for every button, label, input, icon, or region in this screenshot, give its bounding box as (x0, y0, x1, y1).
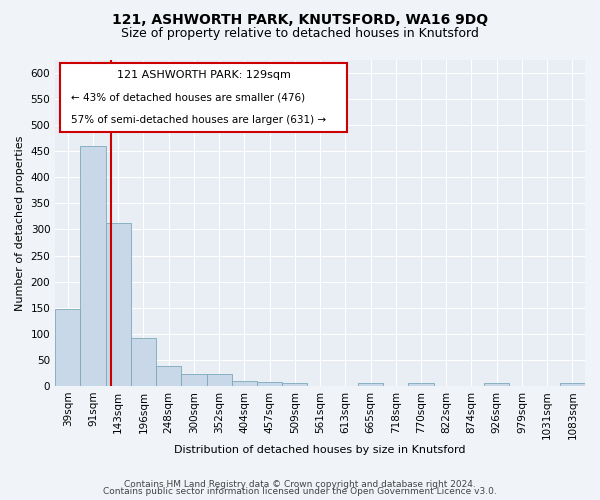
Bar (257, 382, 282, 386)
X-axis label: Distribution of detached houses by size in Knutsford: Distribution of detached houses by size … (175, 445, 466, 455)
Bar (560, 384, 585, 386)
Bar (484, 384, 509, 386)
Text: 121 ASHWORTH PARK: 129sqm: 121 ASHWORTH PARK: 129sqm (116, 70, 290, 80)
Text: Size of property relative to detached houses in Knutsford: Size of property relative to detached ho… (121, 28, 479, 40)
Bar (206, 374, 232, 386)
Text: 121, ASHWORTH PARK, KNUTSFORD, WA16 9DQ: 121, ASHWORTH PARK, KNUTSFORD, WA16 9DQ (112, 12, 488, 26)
Bar (358, 384, 383, 386)
Text: Contains public sector information licensed under the Open Government Licence v3: Contains public sector information licen… (103, 488, 497, 496)
Bar (232, 380, 257, 386)
Bar (55, 309, 80, 386)
Text: Contains HM Land Registry data © Crown copyright and database right 2024.: Contains HM Land Registry data © Crown c… (124, 480, 476, 489)
Bar (181, 374, 206, 386)
Text: ← 43% of detached houses are smaller (476): ← 43% of detached houses are smaller (47… (71, 92, 305, 102)
Text: 57% of semi-detached houses are larger (631) →: 57% of semi-detached houses are larger (… (71, 116, 326, 126)
Bar (156, 366, 181, 386)
Bar (409, 384, 434, 386)
FancyBboxPatch shape (61, 64, 347, 132)
Bar (131, 338, 156, 386)
Bar (282, 383, 307, 386)
Bar (106, 222, 131, 386)
Bar (80, 146, 106, 386)
Y-axis label: Number of detached properties: Number of detached properties (15, 136, 25, 310)
